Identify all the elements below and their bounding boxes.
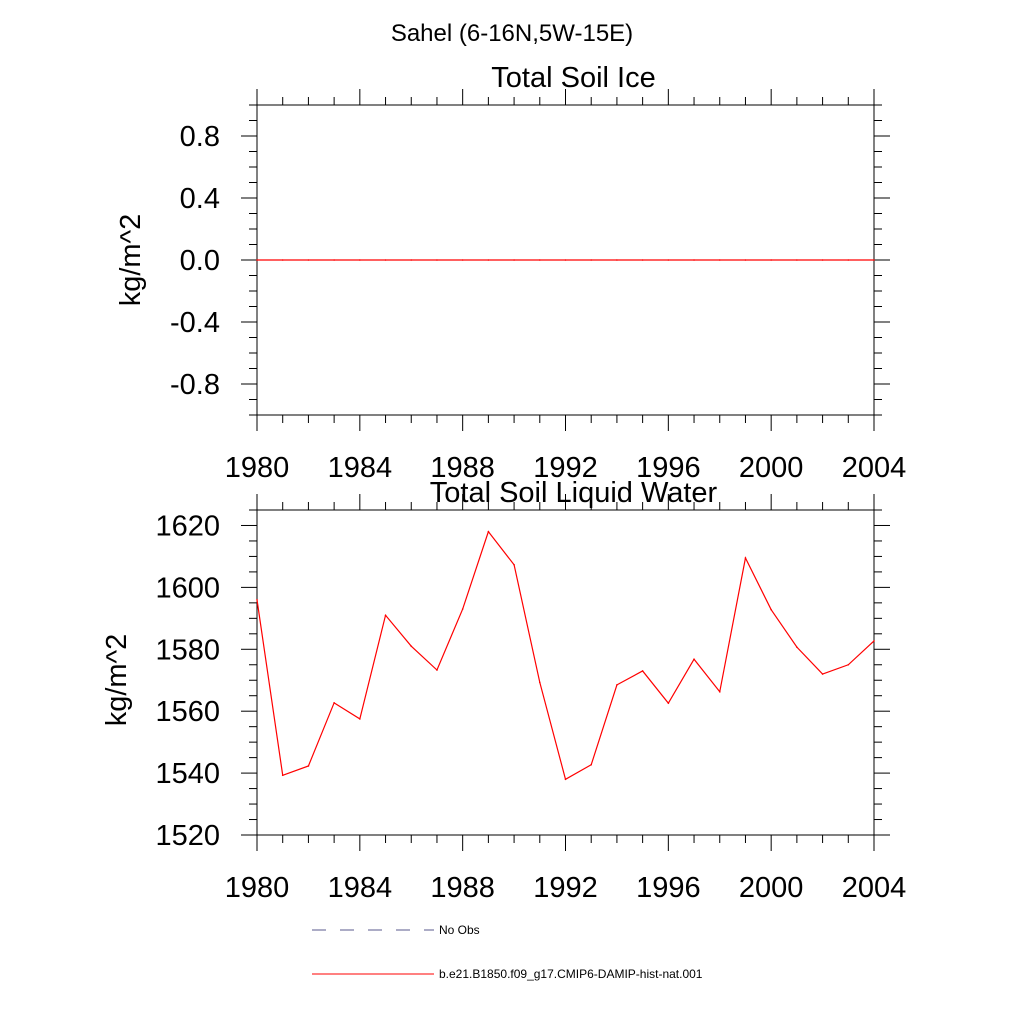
data-point-total-soil-liquid-water	[564, 778, 567, 781]
data-point-total-soil-ice	[796, 259, 798, 261]
legend: No Obs b.e21.B1850.f09_g17.CMIP6-DAMIP-h…	[312, 923, 703, 981]
legend-label-model: b.e21.B1850.f09_g17.CMIP6-DAMIP-hist-nat…	[439, 967, 703, 981]
data-point-total-soil-ice	[590, 259, 593, 261]
x-tick-label-total-soil-ice: 1984	[328, 452, 393, 484]
y-axis-label-total-soil-ice: kg/m^2	[115, 214, 147, 307]
data-point-total-soil-ice	[281, 259, 284, 261]
x-tick-label-total-soil-liquid-water: 2000	[739, 872, 804, 904]
y-tick-label-total-soil-liquid-water: 1540	[155, 758, 220, 790]
data-point-total-soil-liquid-water	[410, 645, 413, 647]
data-point-total-soil-ice	[307, 259, 310, 261]
x-tick-label-total-soil-liquid-water: 1984	[328, 872, 393, 904]
data-point-total-soil-ice	[461, 259, 464, 261]
y-tick-label-total-soil-ice: 0.0	[180, 245, 220, 277]
data-point-total-soil-liquid-water	[359, 718, 361, 720]
data-point-total-soil-ice	[821, 259, 824, 261]
data-point-total-soil-ice	[847, 259, 850, 261]
x-tick-label-total-soil-ice: 1988	[430, 452, 495, 484]
chart-title-total-soil-ice: Total Soil Ice	[491, 62, 655, 94]
data-point-total-soil-ice	[770, 259, 772, 261]
data-point-total-soil-liquid-water	[847, 663, 850, 666]
x-tick-label-total-soil-liquid-water: 2004	[842, 872, 907, 904]
y-tick-label-total-soil-liquid-water: 1580	[155, 634, 220, 666]
data-point-total-soil-ice	[616, 259, 618, 261]
data-point-total-soil-liquid-water	[538, 681, 541, 684]
y-tick-label-total-soil-liquid-water: 1600	[155, 572, 220, 604]
x-tick-label-total-soil-ice: 1992	[533, 452, 598, 484]
data-point-total-soil-liquid-water	[693, 658, 695, 660]
data-point-total-soil-liquid-water	[796, 646, 798, 648]
data-point-total-soil-liquid-water	[281, 774, 284, 777]
data-point-total-soil-liquid-water	[873, 640, 875, 642]
x-tick-label-total-soil-liquid-water: 1980	[225, 872, 290, 904]
y-tick-label-total-soil-liquid-water: 1560	[155, 696, 220, 728]
chart-title-total-soil-liquid-water: Total Soil Liquid Water	[430, 477, 718, 509]
x-tick-label-total-soil-ice: 1996	[636, 452, 701, 484]
x-tick-label-total-soil-ice: 1980	[225, 452, 290, 484]
data-point-total-soil-liquid-water	[641, 670, 644, 672]
x-tick-label-total-soil-ice: 2004	[842, 452, 907, 484]
data-point-total-soil-ice	[436, 259, 438, 261]
data-point-total-soil-liquid-water	[487, 530, 490, 533]
figure-suptitle: Sahel (6-16N,5W-15E)	[391, 20, 633, 47]
data-point-total-soil-liquid-water	[333, 702, 335, 704]
x-tick-label-total-soil-liquid-water: 1992	[533, 872, 598, 904]
y-tick-label-total-soil-liquid-water: 1620	[155, 510, 220, 542]
x-tick-label-total-soil-liquid-water: 1988	[430, 872, 495, 904]
data-point-total-soil-liquid-water	[718, 690, 721, 693]
data-point-total-soil-ice	[333, 259, 335, 261]
y-tick-label-total-soil-ice: -0.8	[170, 369, 220, 401]
legend-label-no-obs: No Obs	[439, 923, 480, 937]
data-point-total-soil-ice	[384, 259, 387, 261]
data-point-total-soil-ice	[693, 259, 695, 261]
data-point-total-soil-liquid-water	[256, 598, 258, 601]
data-point-total-soil-liquid-water	[307, 765, 310, 767]
data-point-total-soil-liquid-water	[436, 669, 438, 671]
x-tick-label-total-soil-liquid-water: 1996	[636, 872, 701, 904]
data-point-total-soil-ice	[359, 259, 361, 261]
data-point-total-soil-liquid-water	[770, 608, 772, 611]
data-point-total-soil-liquid-water	[513, 563, 515, 566]
data-point-total-soil-liquid-water	[461, 608, 464, 610]
plot-frame-total-soil-liquid-water	[256, 509, 875, 836]
y-axis-label-total-soil-liquid-water: kg/m^2	[101, 634, 133, 727]
data-point-total-soil-ice	[564, 259, 567, 261]
data-point-total-soil-liquid-water	[821, 673, 824, 675]
y-tick-label-total-soil-liquid-water: 1520	[155, 820, 220, 852]
data-point-total-soil-liquid-water	[590, 763, 593, 766]
y-tick-label-total-soil-ice: 0.4	[180, 183, 220, 215]
series-line-total-soil-liquid-water	[256, 530, 875, 781]
data-point-total-soil-liquid-water	[384, 614, 387, 617]
panel-total-soil-ice: Total Soil Ice kg/m^2 1980 1984 1988 1992 1996…	[115, 62, 906, 484]
data-point-total-soil-ice	[744, 259, 747, 261]
data-point-total-soil-ice	[513, 259, 515, 261]
data-point-total-soil-ice	[873, 259, 875, 261]
data-point-total-soil-ice	[256, 259, 258, 261]
data-point-total-soil-ice	[410, 259, 413, 261]
x-tick-label-total-soil-ice: 2000	[739, 452, 804, 484]
panel-total-soil-liquid-water: Total Soil Liquid Water kg/m^2 1980 1984 198…	[101, 477, 906, 904]
data-point-total-soil-ice	[538, 259, 541, 261]
y-tick-label-total-soil-ice: 0.8	[180, 121, 220, 153]
data-point-total-soil-ice	[487, 259, 490, 261]
y-tick-label-total-soil-ice: -0.4	[170, 307, 220, 339]
data-point-total-soil-ice	[667, 259, 670, 261]
data-point-total-soil-ice	[641, 259, 644, 261]
data-point-total-soil-ice	[718, 259, 721, 261]
data-point-total-soil-liquid-water	[616, 684, 618, 686]
data-point-total-soil-liquid-water	[667, 702, 670, 704]
data-point-total-soil-liquid-water	[744, 557, 747, 559]
